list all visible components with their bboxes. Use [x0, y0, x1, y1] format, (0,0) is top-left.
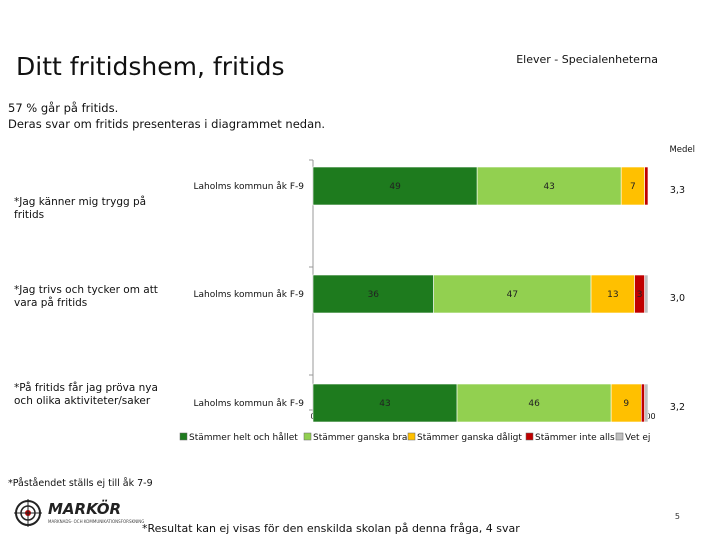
category-label: Laholms kommun åk F-9 [194, 181, 305, 192]
bar-segment [610, 383, 642, 423]
logo-wordmark: MARKÖR [48, 500, 122, 518]
legend-swatch [615, 432, 624, 441]
legend-swatch [179, 432, 188, 441]
category-label: Laholms kommun åk F-9 [194, 289, 305, 300]
bar-segment [640, 383, 645, 423]
legend-label: Vet ej [625, 433, 650, 443]
bar-segment [644, 166, 649, 206]
bar-value-label: 49 [389, 182, 401, 192]
category-label: Laholms kommun åk F-9 [194, 398, 305, 409]
bar-value-label: 36 [368, 290, 380, 300]
legend-swatch [407, 432, 416, 441]
legend-label: Stämmer ganska dåligt [417, 432, 522, 443]
legend-label: Stämmer inte alls [535, 433, 615, 443]
intro-line-share: 57 % går på fritids. [8, 101, 119, 115]
legend-label: Stämmer helt och hållet [189, 432, 298, 443]
mean-column-header: Medel [669, 145, 695, 155]
bar-value-label: 46 [528, 399, 540, 409]
bar-segment [312, 274, 434, 314]
bar-segment [312, 383, 458, 423]
mean-value: 3,2 [670, 402, 685, 413]
legend-swatch [303, 432, 312, 441]
result-note: *Resultat kan ej visas för den enskilda … [142, 522, 520, 535]
bar-segment [644, 383, 649, 423]
bar-value-label: 7 [630, 182, 636, 192]
bar-value-label: 47 [507, 290, 518, 300]
statement-enjoy: *Jag trivs och tycker om att vara på fri… [14, 284, 158, 309]
organization-label: Elever - Specialenheterna [516, 53, 658, 66]
bar-segment [644, 274, 649, 314]
bar-value-label: 9 [623, 399, 629, 409]
markor-logo: MARKÖR MARKNADS- OCH KOMMUNIKATIONSFORSK… [14, 496, 144, 530]
mean-value: 3,3 [670, 185, 685, 196]
statement-activities: *På fritids får jag pröva nya och olika … [14, 382, 158, 407]
page-number: 5 [674, 512, 680, 521]
bar-segment [433, 274, 592, 314]
logo-subtext: MARKNADS- OCH KOMMUNIKATIONSFORSKNING [48, 519, 145, 524]
bar-value-label: 13 [607, 290, 618, 300]
bar-segment [476, 166, 622, 206]
bar-segment [456, 383, 612, 423]
statement-safe: *Jag känner mig trygg på fritids [14, 196, 147, 221]
legend-label: Stämmer ganska bra [313, 433, 407, 443]
legend-swatch [525, 432, 534, 441]
bar-value-label: 43 [543, 182, 554, 192]
bar-value-label: 3 [637, 290, 643, 300]
intro-text: 57 % går på fritids. Deras svar om friti… [8, 100, 325, 132]
bar-value-label: 43 [379, 399, 390, 409]
logo-mark-icon [14, 499, 42, 527]
mean-value: 3,0 [670, 293, 685, 304]
footnote: *Påståendet ställs ej till åk 7-9 [8, 478, 153, 489]
bar-segment [312, 166, 478, 206]
page-title: Ditt fritidshem, fritids [16, 52, 285, 81]
intro-line-description: Deras svar om fritids presenteras i diag… [8, 117, 326, 131]
